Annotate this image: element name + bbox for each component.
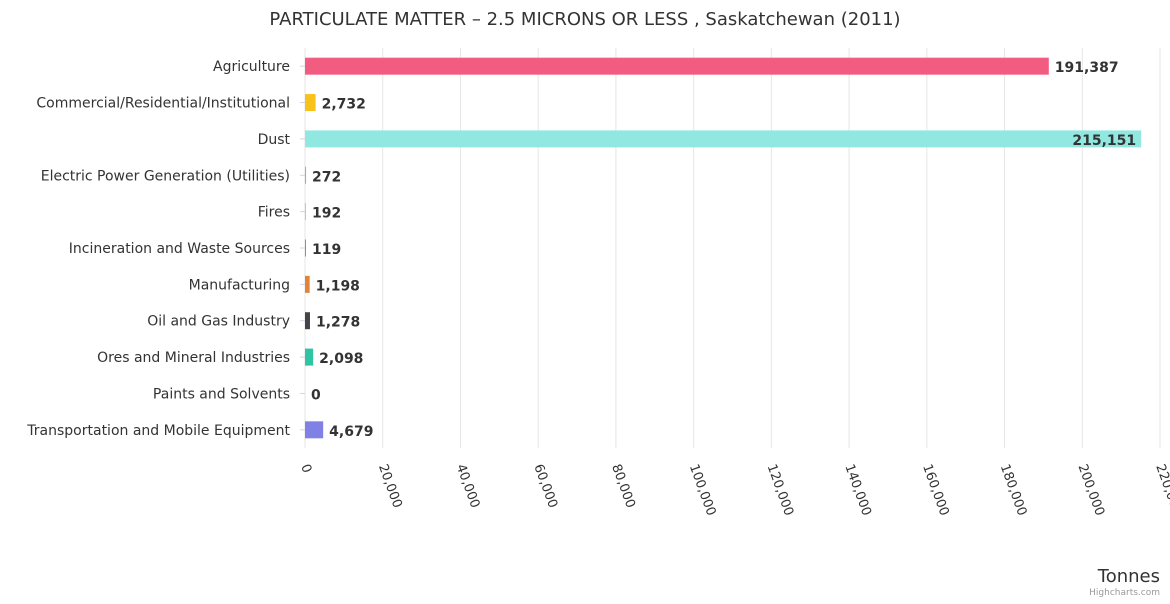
x-axis-title: Tonnes (1097, 566, 1160, 587)
data-label: 192 (312, 206, 341, 222)
x-tick-label: 80,000 (608, 462, 638, 510)
x-tick-label: 200,000 (1075, 462, 1107, 518)
data-label: 191,387 (1055, 60, 1119, 76)
category-label: Dust (258, 132, 291, 148)
credits-link[interactable]: Highcharts.com (1089, 588, 1160, 598)
bar[interactable] (305, 57, 1049, 75)
category-label: Oil and Gas Industry (147, 314, 290, 330)
x-tick-label: 180,000 (997, 462, 1029, 518)
category-label: Agriculture (213, 59, 290, 75)
bar[interactable] (305, 130, 1142, 148)
x-tick-label: 20,000 (375, 462, 405, 510)
bar[interactable] (305, 239, 306, 257)
category-label: Fires (258, 205, 290, 221)
data-labels: 191,387 2,732 215,151 272 192 119 1,198 1,278 2,… (311, 60, 1136, 440)
data-label: 2,732 (322, 97, 366, 113)
bar[interactable] (305, 166, 307, 184)
category-label: Ores and Mineral Industries (97, 350, 290, 366)
bar[interactable] (305, 312, 310, 330)
data-label: 1,198 (316, 278, 360, 294)
category-labels: Agriculture Commercial/Residential/Instit… (26, 59, 305, 439)
category-label: Paints and Solvents (153, 386, 290, 402)
data-label: 0 (311, 387, 321, 403)
data-label: 1,278 (316, 315, 360, 331)
data-label: 4,679 (329, 424, 373, 440)
bar[interactable] (305, 421, 324, 439)
x-axis-ticks: 0 20,000 40,000 60,000 80,000 100,000 120,000 1… (297, 462, 1170, 518)
x-tick-label: 100,000 (686, 462, 718, 518)
category-label: Commercial/Residential/Institutional (36, 96, 290, 112)
x-tick-label: 220,000 (1152, 462, 1170, 518)
x-tick-label: 0 (297, 462, 314, 475)
data-label: 2,098 (319, 351, 363, 367)
category-label: Incineration and Waste Sources (69, 241, 290, 257)
gridlines (304, 48, 1161, 448)
x-tick-label: 60,000 (530, 462, 560, 510)
category-label: Electric Power Generation (Utilities) (41, 168, 290, 184)
data-label: 215,151 (1072, 133, 1136, 149)
category-label: Transportation and Mobile Equipment (26, 423, 290, 439)
x-tick-label: 140,000 (841, 462, 873, 518)
x-tick-label: 40,000 (453, 462, 483, 510)
bar[interactable] (305, 94, 316, 112)
bar[interactable] (305, 203, 306, 221)
bar[interactable] (305, 275, 310, 293)
x-tick-label: 160,000 (919, 462, 951, 518)
category-label: Manufacturing (189, 277, 290, 293)
bars (305, 57, 1142, 439)
data-label: 119 (312, 242, 341, 258)
data-label: 272 (312, 169, 341, 185)
x-tick-label: 120,000 (764, 462, 796, 518)
chart-title: PARTICULATE MATTER – 2.5 MICRONS OR LESS… (269, 9, 900, 30)
bar[interactable] (305, 348, 314, 366)
